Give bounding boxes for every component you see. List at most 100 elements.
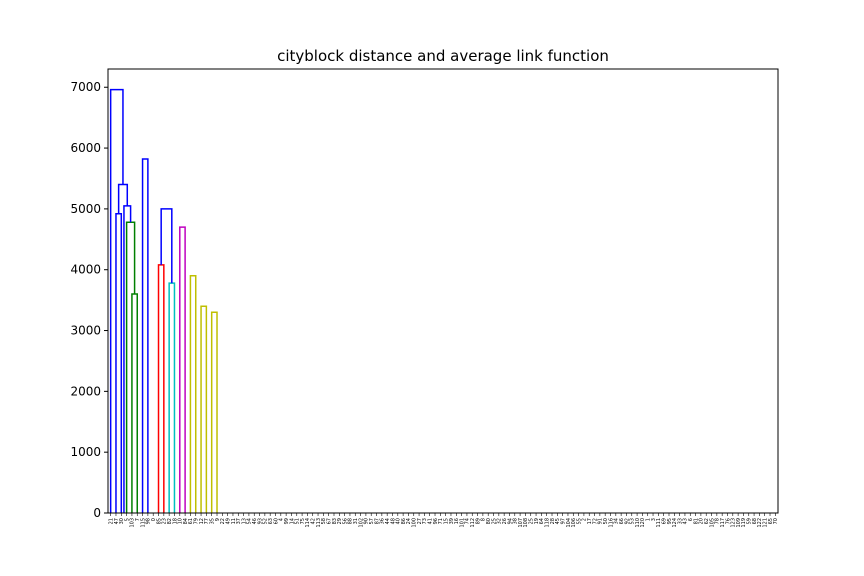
- leaf-label: 6: [688, 518, 694, 521]
- leaf-label: 107: [518, 518, 524, 528]
- leaf-label: 40: [396, 518, 402, 524]
- leaf-label: 103: [130, 518, 136, 528]
- leaf-label: 0: [151, 518, 157, 521]
- dendrogram-link: [157, 264, 165, 513]
- leaf-label: 52: [263, 518, 269, 524]
- leaf-label: 8: [481, 518, 487, 521]
- dendrogram-link: [189, 275, 197, 513]
- leaf-label: 93: [257, 518, 263, 524]
- leaf-label: 21: [108, 518, 114, 524]
- leaf-label: 110: [635, 518, 641, 528]
- leaf-label: 111: [656, 518, 662, 528]
- leaf-label: 25: [529, 518, 535, 524]
- leaf-label: 82: [167, 518, 173, 524]
- leaf-label: 64: [539, 518, 545, 524]
- leaf-label: 124: [672, 518, 678, 528]
- leaf-label: 39: [449, 518, 455, 524]
- y-tick-label: 3000: [70, 324, 101, 338]
- leaf-label: 26: [502, 518, 508, 524]
- leaf-label: 62: [704, 518, 710, 524]
- y-tick-label: 7000: [70, 80, 101, 94]
- leaf-label: 117: [720, 518, 726, 528]
- leaf-label: 45: [555, 518, 561, 524]
- leaf-label: 53: [630, 518, 636, 524]
- leaf-label: 79: [194, 518, 200, 524]
- leaf-label: 99: [284, 518, 290, 524]
- leaf-label: 24: [406, 518, 412, 524]
- leaf-label: 118: [544, 518, 550, 528]
- leaf-label: 44: [385, 518, 391, 524]
- leaf-label: 14: [289, 518, 295, 524]
- leaf-label: 113: [316, 518, 322, 528]
- leaf-label: 43: [683, 518, 689, 524]
- leaf-label: 5: [124, 518, 130, 521]
- leaf-label: 89: [475, 518, 481, 524]
- leaf-label: 15: [443, 518, 449, 524]
- leaf-label: 96: [433, 518, 439, 524]
- leaf-label: 119: [741, 518, 747, 528]
- leaf-label: 86: [401, 518, 407, 524]
- leaf-label: 59: [747, 518, 753, 524]
- leaf-label: 76: [725, 518, 731, 524]
- leaf-label: 71: [438, 518, 444, 524]
- leaf-label: 81: [693, 518, 699, 524]
- leaf-label: 33: [677, 518, 683, 524]
- leaf-label: 29: [337, 518, 343, 524]
- leaf-label: 92: [624, 518, 630, 524]
- leaf-label: 3: [651, 518, 657, 521]
- leaf-label: 55: [576, 518, 582, 524]
- leaf-label: 95: [667, 518, 673, 524]
- leaf-label: 80: [486, 518, 492, 524]
- leaf-label: 7: [135, 518, 141, 521]
- leaf-label: 38: [513, 518, 519, 524]
- leaf-label: 41: [428, 518, 434, 524]
- leaf-label: 97: [560, 518, 566, 524]
- leaf-label: 114: [305, 518, 311, 528]
- leaf-label: 23: [162, 518, 168, 524]
- leaf-label: 31: [353, 518, 359, 524]
- leaf-label: 56: [342, 518, 348, 524]
- leaf-label: 18: [172, 518, 178, 524]
- leaf-label: 17: [587, 518, 593, 524]
- leaf-label: 16: [454, 518, 460, 524]
- leaf-label: 115: [140, 518, 146, 528]
- leaf-label: 34: [614, 518, 620, 524]
- leaf-label: 54: [247, 518, 253, 524]
- leaf-label: 102: [358, 518, 364, 528]
- y-axis: 0 1000 2000 3000 4000 5000 6000 7000: [70, 80, 108, 520]
- leaf-label: 37: [236, 518, 242, 524]
- leaf-label: 2: [582, 518, 588, 521]
- leaf-label: 74: [465, 518, 471, 524]
- leaf-label: 68: [752, 518, 758, 524]
- leaf-label: 91: [598, 518, 604, 524]
- leaf-label: 116: [608, 518, 614, 528]
- chart-title: cityblock distance and average link func…: [277, 47, 609, 65]
- dendrogram-link: [168, 282, 176, 513]
- leaf-label: 106: [571, 518, 577, 528]
- leaf-label: 98: [146, 518, 152, 524]
- leaf-label: 94: [507, 518, 513, 524]
- leaf-label: 73: [422, 518, 428, 524]
- leaf-label: 65: [768, 518, 774, 524]
- leaf-label: 51: [295, 518, 301, 524]
- dendrogram-link: [179, 226, 186, 513]
- leaf-label: 77: [204, 518, 210, 524]
- leaf-label: 50: [603, 518, 609, 524]
- dendrogram-link: [160, 208, 173, 284]
- leaf-label: 58: [321, 518, 327, 524]
- leaf-label: 12: [199, 518, 205, 524]
- leaf-label: 47: [114, 518, 120, 524]
- dendrogram-link: [109, 88, 124, 513]
- dendrogram-link: [115, 213, 123, 513]
- leaf-label: 35: [209, 518, 215, 524]
- leaf-label: 105: [709, 518, 715, 528]
- dendrogram-link: [131, 293, 138, 513]
- y-tick-label: 5000: [70, 202, 101, 216]
- leaf-label: 120: [640, 518, 646, 528]
- leaf-label: 85: [156, 518, 162, 524]
- y-tick-label: 6000: [70, 141, 101, 155]
- leaf-label: 46: [252, 518, 258, 524]
- leaf-label: 63: [268, 518, 274, 524]
- leaf-label: 101: [459, 518, 465, 528]
